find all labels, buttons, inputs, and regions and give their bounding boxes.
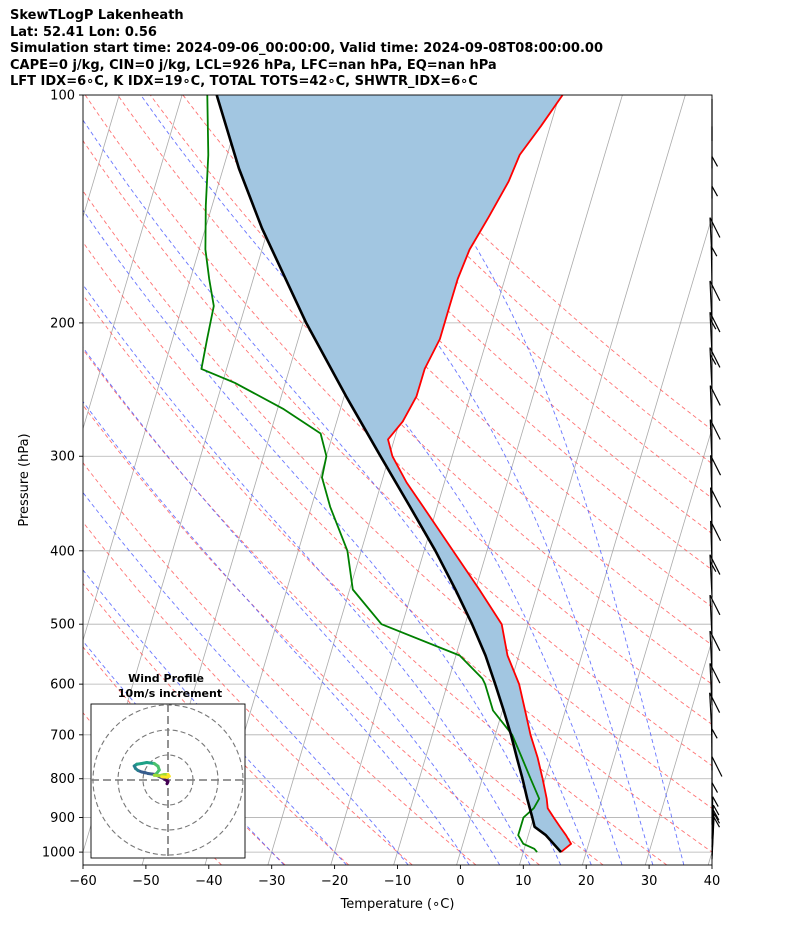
x-axis-label: Temperature (∘C) — [340, 897, 455, 912]
isotherm-line — [330, 95, 560, 865]
isotherm-line — [707, 850, 712, 865]
y-tick-label: 800 — [50, 772, 75, 787]
x-tick-label: 20 — [578, 874, 595, 889]
barb-flag — [709, 594, 721, 616]
barb-half-flag — [712, 804, 720, 816]
y-tick-label: 900 — [50, 811, 75, 826]
y-tick-label: 200 — [50, 316, 75, 331]
dry-adiabat-line — [117, 95, 712, 685]
title-line-location: Lat: 52.41 Lon: 0.56 — [10, 24, 157, 40]
x-tick-label: −10 — [384, 874, 411, 889]
temperature-profile-line — [387, 95, 572, 853]
title-line-times: Simulation start time: 2024-09-06_00:00:… — [10, 41, 603, 57]
dry-adiabat-line — [83, 139, 712, 767]
dry-adiabat-line — [182, 95, 712, 608]
sounding-profiles — [200, 95, 572, 853]
barb-flag — [711, 756, 723, 777]
isotherm-line — [83, 95, 183, 431]
x-tick-label: 0 — [456, 874, 464, 889]
barb-staff — [709, 217, 713, 260]
barb-half-flag — [710, 245, 718, 257]
barb-staff — [709, 692, 713, 735]
title-line-cape: CAPE=0 j/kg, CIN=0 j/kg, LCL=926 hPa, LF… — [10, 57, 497, 73]
barb-staff — [709, 385, 713, 428]
hodograph-segment — [160, 775, 169, 779]
x-tick-label: 30 — [641, 874, 658, 889]
moist-adiabat-line — [83, 283, 531, 865]
barb-half-flag — [709, 354, 717, 365]
barb-staff — [709, 595, 713, 638]
barb-half-flag — [711, 156, 719, 167]
y-tick-label: 600 — [50, 678, 75, 693]
barb-half-flag — [713, 813, 721, 824]
x-tick-label: −50 — [132, 874, 159, 889]
y-tick-label: 700 — [50, 728, 75, 743]
hodograph-subtitle: 10m/s increment — [118, 687, 222, 700]
barb-staff — [709, 663, 713, 706]
isotherm-line — [83, 95, 246, 642]
wind-barb — [711, 728, 718, 771]
wind-barbs — [709, 98, 723, 860]
y-tick-label: 300 — [50, 450, 75, 465]
hodograph-title: Wind Profile — [128, 672, 204, 685]
y-tick-label: 100 — [50, 89, 75, 104]
y-tick-label: 1000 — [42, 846, 75, 861]
isotherm-line — [393, 95, 623, 865]
x-tick-label: −30 — [258, 874, 285, 889]
barb-staff — [709, 280, 713, 323]
dry-adiabat-line — [83, 404, 540, 865]
x-tick-label: 10 — [515, 874, 532, 889]
moist-adiabat-line — [83, 346, 501, 865]
dry-adiabat-line — [215, 95, 712, 571]
isotherm-line — [644, 638, 712, 865]
isotherm-line — [581, 427, 712, 865]
y-tick-label: 500 — [50, 618, 75, 633]
chart-title-block: SkewTLogP Lakenheath Lat: 52.41 Lon: 0.5… — [10, 8, 603, 91]
moist-adiabat-line — [238, 95, 654, 865]
wind-barb — [709, 594, 721, 638]
axes: −60 −50 −40 −30 −20 −10 0 10 20 30 40 1000 900 800 700… — [42, 89, 720, 890]
x-tick-label: 40 — [704, 874, 721, 889]
dewpoint-profile-line — [200, 95, 541, 853]
isotherm-line — [519, 215, 712, 865]
barb-staff — [710, 455, 713, 498]
barb-half-flag — [712, 796, 719, 807]
barb-half-flag — [711, 186, 719, 197]
y-axis-label: Pressure (hPa) — [17, 433, 32, 526]
title-line-indices: LFT IDX=6∘C, K IDX=19∘C, TOTAL TOTS=42∘C… — [10, 74, 478, 90]
y-tick-label: 400 — [50, 544, 75, 559]
dry-adiabat-line — [149, 95, 712, 646]
barb-half-flag — [709, 318, 717, 330]
hodograph-inset — [90, 703, 246, 859]
barb-staff — [709, 419, 713, 462]
x-tick-label: −60 — [69, 874, 96, 889]
x-tick-label: −40 — [195, 874, 222, 889]
wind-barb — [709, 630, 721, 674]
barb-half-flag — [711, 782, 719, 793]
barb-half-flag — [713, 816, 721, 828]
hodograph-plot — [91, 704, 245, 858]
dry-adiabat-line — [84, 95, 712, 726]
dry-adiabat-line — [83, 190, 712, 809]
moist-adiabat-line — [83, 400, 470, 865]
x-tick-label: −20 — [321, 874, 348, 889]
barb-half-flag — [709, 561, 717, 572]
cape-cin-shading — [216, 95, 572, 853]
dry-adiabat-line — [83, 348, 604, 865]
parcel-profile-line — [215, 95, 562, 853]
barb-staff — [709, 630, 713, 674]
moist-adiabat-line — [83, 569, 347, 865]
moist-adiabat-line — [83, 640, 285, 865]
isotherm-line — [456, 95, 686, 865]
moist-adiabat-line — [367, 95, 685, 865]
title-line-station: SkewTLogP Lakenheath — [10, 8, 184, 23]
barb-half-flag — [712, 809, 720, 821]
dry-adiabat-line — [83, 462, 477, 865]
barb-staff — [710, 487, 713, 530]
barb-half-flag — [711, 728, 718, 739]
dry-adiabat-line — [83, 294, 668, 865]
barb-staff — [710, 520, 713, 563]
moist-adiabat-line — [83, 491, 409, 865]
